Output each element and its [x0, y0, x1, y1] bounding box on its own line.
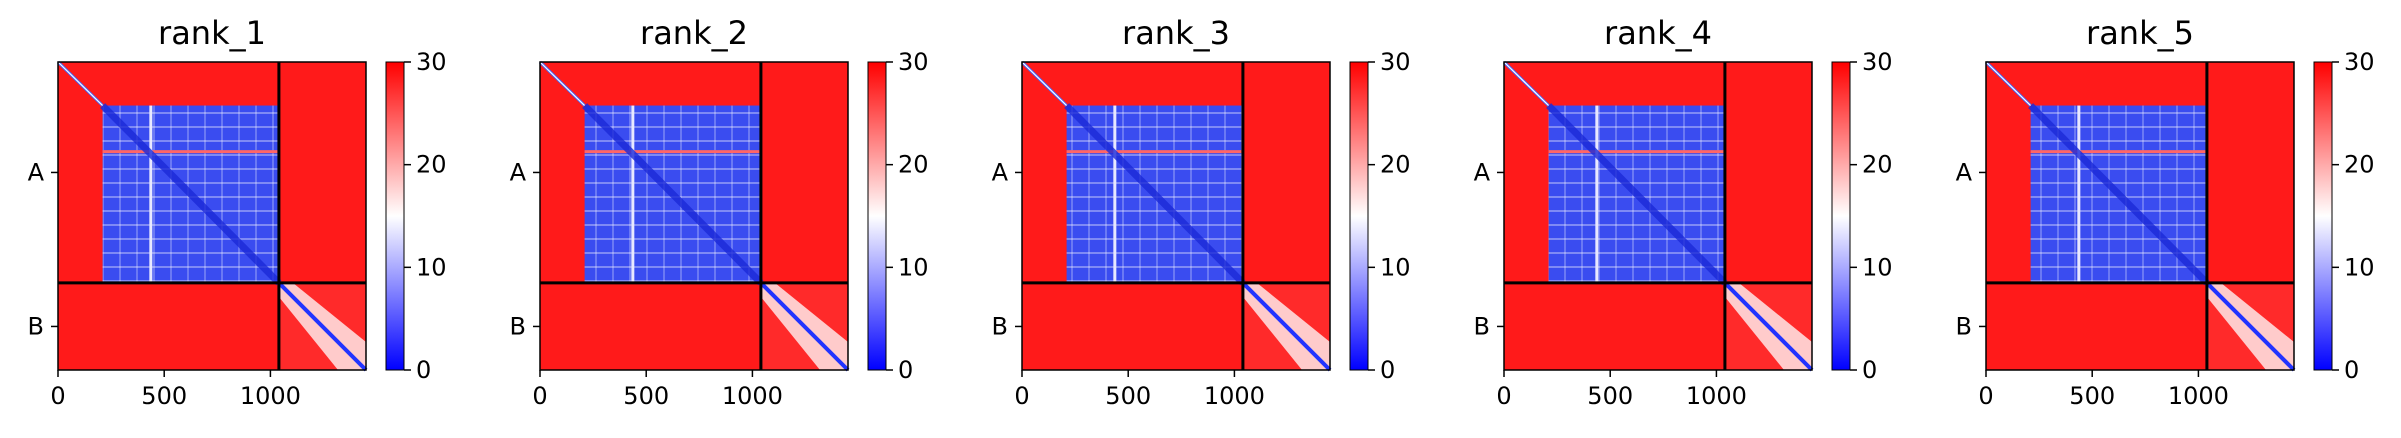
diagonal-a-core: [539, 61, 586, 106]
x-tick-label: 0: [1014, 382, 1029, 410]
diagonal-domain: [100, 103, 282, 286]
x-tick-label: 0: [1496, 382, 1511, 410]
colorbar-tick-label: 30: [1862, 48, 1893, 76]
colorbar-tick-label: 20: [898, 151, 929, 179]
heatmap-panel-1: rank_1 A B 0 500 1000 0 10 20 30: [28, 14, 447, 410]
panel-title: rank_2: [640, 14, 748, 52]
axes-frame: [539, 61, 849, 371]
panel-title: rank_1: [158, 14, 266, 52]
diagonal-b: [759, 281, 850, 372]
chain-label-a: A: [510, 158, 527, 186]
streak-v: [631, 105, 635, 283]
streak-h: [1548, 150, 1725, 154]
chain-label-a: A: [1956, 158, 1973, 186]
chain-label-b: B: [1474, 312, 1490, 340]
axes-frame: [1021, 61, 1331, 371]
heatmap-panel-2: rank_2 A B 0 500 1000 0 10 20 30: [510, 14, 929, 410]
panel-title: rank_4: [1604, 14, 1712, 52]
colorbar-tick-label: 20: [1380, 151, 1411, 179]
x-tick-label: 0: [50, 382, 65, 410]
panel-title: rank_3: [1122, 14, 1230, 52]
streak-h: [102, 150, 279, 154]
diagonal-a-core: [1985, 61, 2032, 106]
diagonal-a-core: [1503, 61, 1550, 106]
diagonal-a-core: [1021, 61, 1068, 106]
axes-frame: [1985, 61, 2295, 371]
panel-title: rank_5: [2086, 14, 2194, 52]
diagonal-a-core: [57, 61, 104, 106]
x-tick-label: 1000: [2168, 382, 2229, 410]
chain-label-b: B: [510, 312, 526, 340]
colorbar-tick-label: 0: [2344, 356, 2359, 384]
streak-v: [1113, 105, 1117, 283]
colorbar-tick-label: 0: [1380, 356, 1395, 384]
colorbar-tick-label: 10: [898, 253, 929, 281]
heatmap-panel-3: rank_3 A B 0 500 1000 0 10 20 30: [992, 14, 1411, 410]
colorbar-tick-label: 30: [2344, 48, 2375, 76]
streak-h: [584, 150, 761, 154]
streak-v: [149, 105, 153, 283]
colorbar: [867, 61, 887, 371]
colorbar: [2313, 61, 2333, 371]
diagonal-domain: [1064, 103, 1246, 286]
diagonal-b: [277, 281, 368, 372]
x-tick-label: 500: [2069, 382, 2115, 410]
heatmap-panel-5: rank_5 A B 0 500 1000 0 10 20 30: [1956, 14, 2375, 410]
chain-label-a: A: [992, 158, 1009, 186]
colorbar: [1831, 61, 1851, 371]
colorbar-tick-label: 10: [2344, 253, 2375, 281]
x-tick-label: 500: [1587, 382, 1633, 410]
x-tick-label: 1000: [722, 382, 783, 410]
colorbar: [1349, 61, 1369, 371]
colorbar-tick-label: 0: [898, 356, 913, 384]
diagonal-domain: [2028, 103, 2210, 286]
colorbar-tick-label: 0: [416, 356, 431, 384]
colorbar-tick-label: 0: [1862, 356, 1877, 384]
colorbar-tick-label: 10: [1380, 253, 1411, 281]
diagonal-domain: [582, 103, 764, 286]
streak-h: [2030, 150, 2207, 154]
x-tick-label: 500: [623, 382, 669, 410]
colorbar-tick-label: 30: [1380, 48, 1411, 76]
x-tick-label: 0: [1978, 382, 1993, 410]
colorbar-tick-label: 20: [1862, 151, 1893, 179]
diagonal-b: [1241, 281, 1332, 372]
colorbar-tick-label: 20: [416, 151, 447, 179]
colorbar-tick-label: 10: [1862, 253, 1893, 281]
colorbar: [385, 61, 405, 371]
diagonal-b: [1723, 281, 1814, 372]
x-tick-label: 1000: [1686, 382, 1747, 410]
diagonal-domain: [1546, 103, 1728, 286]
streak-h: [1066, 150, 1243, 154]
colorbar-tick-label: 20: [2344, 151, 2375, 179]
axes-frame: [57, 61, 367, 371]
x-tick-label: 1000: [1204, 382, 1265, 410]
x-tick-label: 1000: [240, 382, 301, 410]
x-tick-label: 500: [1105, 382, 1151, 410]
streak-v: [1595, 105, 1599, 283]
chain-label-b: B: [28, 312, 44, 340]
x-tick-label: 500: [141, 382, 187, 410]
x-tick-label: 0: [532, 382, 547, 410]
chain-label-b: B: [992, 312, 1008, 340]
chain-label-a: A: [28, 158, 45, 186]
chain-label-b: B: [1956, 312, 1972, 340]
chain-label-a: A: [1474, 158, 1491, 186]
axes-frame: [1503, 61, 1813, 371]
colorbar-tick-label: 10: [416, 253, 447, 281]
diagonal-b: [2205, 281, 2296, 372]
colorbar-tick-label: 30: [416, 48, 447, 76]
colorbar-tick-label: 30: [898, 48, 929, 76]
heatmap-panel-4: rank_4 A B 0 500 1000 0 10 20 30: [1474, 14, 1893, 410]
streak-v: [2077, 105, 2081, 283]
